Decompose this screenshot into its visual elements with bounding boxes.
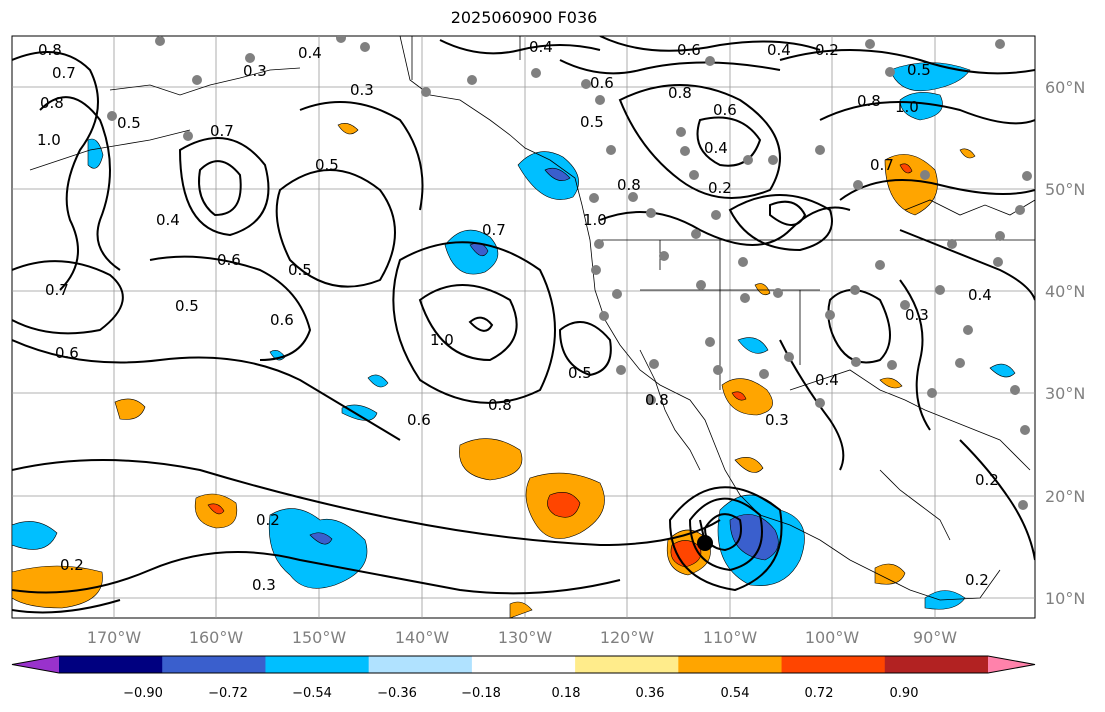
colorbar-tick-label: 0.54: [721, 686, 750, 701]
contour-label: 0.3: [350, 81, 374, 99]
lon-tick-label: 170°W: [87, 628, 142, 647]
colorbar: [11, 655, 1036, 674]
contour-label: 0.2: [965, 571, 989, 589]
contour-label: 0.5: [907, 61, 931, 79]
colorbar-segment: [265, 656, 370, 673]
lat-tick-labels: 60°N 50°N 40°N 30°N 20°N 10°N: [1045, 78, 1085, 608]
contour-label: 0.5: [288, 261, 312, 279]
contour-label: 0.8: [40, 94, 64, 112]
contour-label: 0.8: [38, 41, 62, 59]
contour-label: 0.4: [529, 38, 553, 56]
colorbar-segment: [162, 656, 266, 673]
colorbar-segment: [368, 656, 473, 673]
contour-label: 0.5: [315, 156, 339, 174]
contour-label: 0.2: [708, 179, 732, 197]
colorbar-tick-labels: −0.90 −0.72 −0.54 −0.36 −0.18 0.18 0.36 …: [123, 686, 918, 701]
contour-label: 1.0: [895, 98, 919, 116]
contour-label: 0.5: [117, 114, 141, 132]
contour-label: 0.6: [217, 251, 241, 269]
colorbar-segment: [678, 656, 783, 673]
colorbar-tick-label: −0.36: [377, 686, 417, 701]
contour-label: 0.8: [857, 92, 881, 110]
contour-label: 0.7: [45, 281, 69, 299]
colorbar-tick-label: 0.72: [805, 686, 834, 701]
colorbar-outline: [11, 655, 1036, 674]
contour-label: 0.3: [765, 411, 789, 429]
colorbar-tick-label: −0.72: [208, 686, 248, 701]
lat-tick-label: 20°N: [1045, 487, 1085, 506]
contour-label: 0.4: [156, 211, 180, 229]
coastlines: [29, 36, 1035, 601]
lat-tick-label: 30°N: [1045, 384, 1085, 403]
contour-label: 0.4: [815, 371, 839, 389]
contour-label: 0.6: [677, 41, 701, 59]
contour-label: 0.8: [668, 84, 692, 102]
contour-label: 0.7: [210, 122, 234, 140]
contour-label: 1.0: [583, 211, 607, 229]
colorbar-tick-label: 0.36: [636, 686, 665, 701]
contour-label: 0.6: [407, 411, 431, 429]
contour-label: 1.0: [430, 331, 454, 349]
contour-label: 0.2: [256, 511, 280, 529]
contour-label: 0.2: [975, 471, 999, 489]
map-panel: [11, 35, 1036, 619]
contour-label: 0.6: [713, 101, 737, 119]
contour-label: 0.7: [482, 221, 506, 239]
contour-label: 0.3: [252, 576, 276, 594]
lat-tick-label: 60°N: [1045, 78, 1085, 97]
contour-label: 0.3: [243, 62, 267, 80]
contour-label: 0.8: [617, 176, 641, 194]
contour-label: 0.6: [55, 344, 79, 362]
colorbar-segment: [471, 656, 576, 673]
colorbar-extend-low: [12, 656, 59, 673]
lon-tick-label: 120°W: [600, 628, 655, 647]
contour-label: 0.4: [298, 44, 322, 62]
contour-label: 0.8: [645, 391, 669, 409]
contour-label: 0.4: [767, 41, 791, 59]
colorbar-segment: [575, 656, 679, 673]
colorbar-extend-high: [988, 656, 1035, 673]
colorbar-tick-label: 0.18: [552, 686, 581, 701]
contour-label: 0.7: [870, 156, 894, 174]
contour-label: 0.7: [52, 64, 76, 82]
contour-label: 0.5: [568, 364, 592, 382]
contour-label: 0.8: [488, 396, 512, 414]
lat-tick-label: 50°N: [1045, 180, 1085, 199]
colorbar-segment: [781, 656, 886, 673]
station-dots: [107, 36, 1032, 510]
contour-label: 0.5: [580, 113, 604, 131]
contour-label-group: 0.8 0.7 0.8 1.0 0.5 0.7 0.3 0.4 0.3 0.4 …: [37, 38, 999, 594]
lon-tick-label: 110°W: [703, 628, 758, 647]
colorbar-tick-label: −0.90: [123, 686, 163, 701]
shaded-anomalies: [12, 62, 1016, 618]
colorbar-tick-label: 0.90: [890, 686, 919, 701]
contour-label: 0.3: [905, 306, 929, 324]
map-title: 2025060900 F036: [450, 8, 598, 27]
contour-label: 0.2: [815, 41, 839, 59]
graticule: [12, 36, 1035, 618]
contour-label: 0.4: [968, 286, 992, 304]
lon-tick-label: 160°W: [189, 628, 244, 647]
lon-tick-label: 140°W: [395, 628, 450, 647]
contour-label: 1.0: [37, 131, 61, 149]
lat-tick-label: 40°N: [1045, 282, 1085, 301]
contour-label: 0.4: [704, 139, 728, 157]
lat-tick-label: 10°N: [1045, 589, 1085, 608]
contour-label: 0.6: [270, 311, 294, 329]
lon-tick-label: 150°W: [292, 628, 347, 647]
colorbar-segment: [59, 656, 163, 673]
contour-label: 0.2: [60, 556, 84, 574]
colorbar-segment: [884, 656, 989, 673]
contour-label: 0.6: [590, 74, 614, 92]
lon-tick-label: 100°W: [805, 628, 860, 647]
lon-tick-labels: 170°W 160°W 150°W 140°W 130°W 120°W 110°…: [87, 628, 957, 647]
colorbar-tick-label: −0.18: [461, 686, 501, 701]
lon-tick-label: 130°W: [498, 628, 553, 647]
contour-label: 0.5: [175, 297, 199, 315]
colorbar-tick-label: −0.54: [292, 686, 332, 701]
lon-tick-label: 90°W: [913, 628, 957, 647]
